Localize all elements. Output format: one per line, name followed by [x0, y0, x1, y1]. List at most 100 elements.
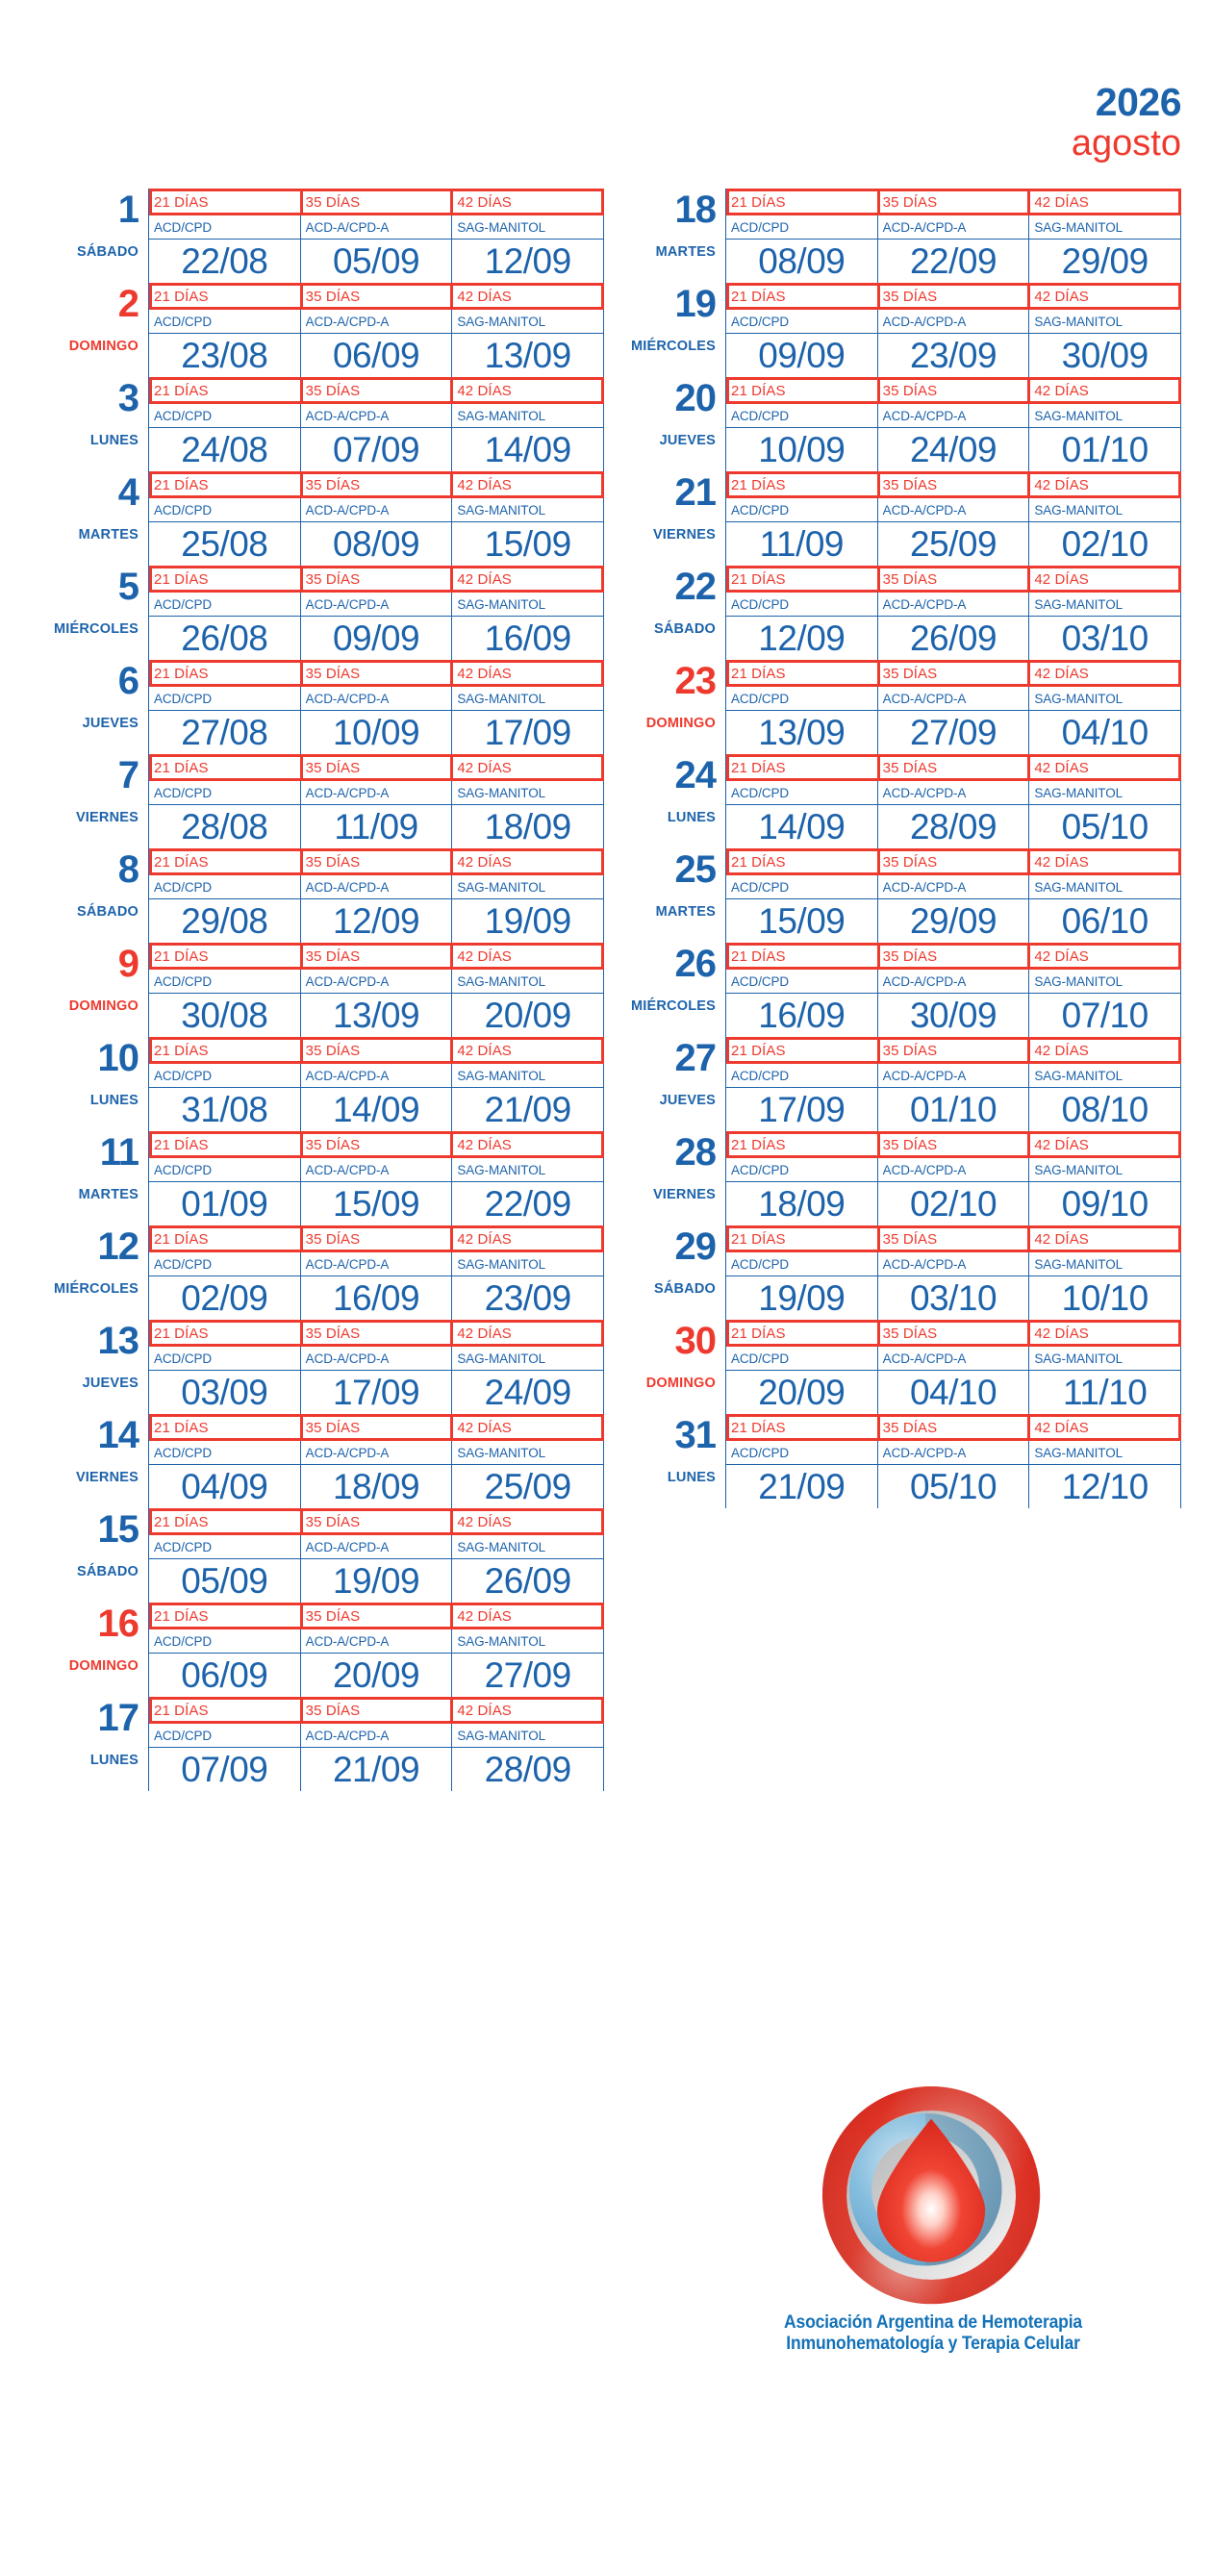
day-row[interactable]: 30 DOMINGO 21 DÍAS ACD/CPD 20/09 35 DÍAS ACD-A…	[618, 1320, 1182, 1414]
expiry-cell[interactable]: 21 DÍAS ACD/CPD 12/09	[726, 566, 878, 660]
expiry-cell[interactable]: 35 DÍAS ACD-A/CPD-A 10/09	[300, 660, 453, 754]
expiry-cell[interactable]: 42 DÍAS SAG-MANITOL 03/10	[1029, 566, 1182, 660]
day-row[interactable]: 2 DOMINGO 21 DÍAS ACD/CPD 23/08 35 DÍAS ACD-A/…	[31, 283, 605, 377]
day-row[interactable]: 22 SÁBADO 21 DÍAS ACD/CPD 12/09 35 DÍAS ACD-A/…	[618, 566, 1182, 660]
expiry-cell[interactable]: 21 DÍAS ACD/CPD 08/09	[726, 189, 878, 283]
day-row[interactable]: 10 LUNES 21 DÍAS ACD/CPD 31/08 35 DÍAS ACD-A/C…	[31, 1037, 605, 1131]
expiry-cell[interactable]: 35 DÍAS ACD-A/CPD-A 23/09	[877, 283, 1030, 377]
expiry-cell[interactable]: 21 DÍAS ACD/CPD 14/09	[726, 754, 878, 848]
expiry-cell[interactable]: 42 DÍAS SAG-MANITOL 22/09	[452, 1131, 605, 1225]
expiry-cell[interactable]: 42 DÍAS SAG-MANITOL 25/09	[452, 1414, 605, 1508]
expiry-cell[interactable]: 42 DÍAS SAG-MANITOL 27/09	[452, 1603, 605, 1697]
day-row[interactable]: 23 DOMINGO 21 DÍAS ACD/CPD 13/09 35 DÍAS ACD-A…	[618, 660, 1182, 754]
expiry-cell[interactable]: 35 DÍAS ACD-A/CPD-A 08/09	[300, 471, 453, 566]
day-row[interactable]: 29 SÁBADO 21 DÍAS ACD/CPD 19/09 35 DÍAS ACD-A/…	[618, 1225, 1182, 1320]
expiry-cell[interactable]: 42 DÍAS SAG-MANITOL 06/10	[1029, 848, 1182, 943]
expiry-cell[interactable]: 35 DÍAS ACD-A/CPD-A 25/09	[877, 471, 1030, 566]
expiry-cell[interactable]: 35 DÍAS ACD-A/CPD-A 24/09	[877, 377, 1030, 471]
expiry-cell[interactable]: 21 DÍAS ACD/CPD 04/09	[149, 1414, 301, 1508]
day-row[interactable]: 24 LUNES 21 DÍAS ACD/CPD 14/09 35 DÍAS ACD-A/C…	[618, 754, 1182, 848]
day-row[interactable]: 13 JUEVES 21 DÍAS ACD/CPD 03/09 35 DÍAS ACD-A/…	[31, 1320, 605, 1414]
day-row[interactable]: 17 LUNES 21 DÍAS ACD/CPD 07/09 35 DÍAS ACD-A/C…	[31, 1697, 605, 1791]
expiry-cell[interactable]: 35 DÍAS ACD-A/CPD-A 04/10	[877, 1320, 1030, 1414]
expiry-cell[interactable]: 21 DÍAS ACD/CPD 11/09	[726, 471, 878, 566]
expiry-cell[interactable]: 42 DÍAS SAG-MANITOL 16/09	[452, 566, 605, 660]
day-row[interactable]: 28 VIERNES 21 DÍAS ACD/CPD 18/09 35 DÍAS ACD-A…	[618, 1131, 1182, 1225]
expiry-cell[interactable]: 42 DÍAS SAG-MANITOL 10/10	[1029, 1225, 1182, 1320]
day-row[interactable]: 15 SÁBADO 21 DÍAS ACD/CPD 05/09 35 DÍAS ACD-A/…	[31, 1508, 605, 1603]
expiry-cell[interactable]: 21 DÍAS ACD/CPD 15/09	[726, 848, 878, 943]
expiry-cell[interactable]: 42 DÍAS SAG-MANITOL 19/09	[452, 848, 605, 943]
expiry-cell[interactable]: 42 DÍAS SAG-MANITOL 21/09	[452, 1037, 605, 1131]
day-row[interactable]: 19 MIÉRCOLES 21 DÍAS ACD/CPD 09/09 35 DÍAS ACD…	[618, 283, 1182, 377]
expiry-cell[interactable]: 21 DÍAS ACD/CPD 03/09	[149, 1320, 301, 1414]
day-row[interactable]: 4 MARTES 21 DÍAS ACD/CPD 25/08 35 DÍAS ACD-A/C…	[31, 471, 605, 566]
expiry-cell[interactable]: 42 DÍAS SAG-MANITOL 28/09	[452, 1697, 605, 1791]
expiry-cell[interactable]: 42 DÍAS SAG-MANITOL 13/09	[452, 283, 605, 377]
expiry-cell[interactable]: 35 DÍAS ACD-A/CPD-A 17/09	[300, 1320, 453, 1414]
expiry-cell[interactable]: 21 DÍAS ACD/CPD 09/09	[726, 283, 878, 377]
expiry-cell[interactable]: 42 DÍAS SAG-MANITOL 07/10	[1029, 943, 1182, 1037]
expiry-cell[interactable]: 42 DÍAS SAG-MANITOL 01/10	[1029, 377, 1182, 471]
expiry-cell[interactable]: 42 DÍAS SAG-MANITOL 23/09	[452, 1225, 605, 1320]
expiry-cell[interactable]: 42 DÍAS SAG-MANITOL 09/10	[1029, 1131, 1182, 1225]
expiry-cell[interactable]: 35 DÍAS ACD-A/CPD-A 02/10	[877, 1131, 1030, 1225]
expiry-cell[interactable]: 42 DÍAS SAG-MANITOL 02/10	[1029, 471, 1182, 566]
day-row[interactable]: 3 LUNES 21 DÍAS ACD/CPD 24/08 35 DÍAS ACD-A/CP…	[31, 377, 605, 471]
expiry-cell[interactable]: 42 DÍAS SAG-MANITOL 20/09	[452, 943, 605, 1037]
expiry-cell[interactable]: 21 DÍAS ACD/CPD 19/09	[726, 1225, 878, 1320]
expiry-cell[interactable]: 21 DÍAS ACD/CPD 18/09	[726, 1131, 878, 1225]
expiry-cell[interactable]: 21 DÍAS ACD/CPD 23/08	[149, 283, 301, 377]
expiry-cell[interactable]: 21 DÍAS ACD/CPD 01/09	[149, 1131, 301, 1225]
expiry-cell[interactable]: 42 DÍAS SAG-MANITOL 05/10	[1029, 754, 1182, 848]
expiry-cell[interactable]: 21 DÍAS ACD/CPD 27/08	[149, 660, 301, 754]
expiry-cell[interactable]: 42 DÍAS SAG-MANITOL 30/09	[1029, 283, 1182, 377]
day-row[interactable]: 12 MIÉRCOLES 21 DÍAS ACD/CPD 02/09 35 DÍAS ACD…	[31, 1225, 605, 1320]
expiry-cell[interactable]: 21 DÍAS ACD/CPD 29/08	[149, 848, 301, 943]
expiry-cell[interactable]: 35 DÍAS ACD-A/CPD-A 27/09	[877, 660, 1030, 754]
expiry-cell[interactable]: 42 DÍAS SAG-MANITOL 04/10	[1029, 660, 1182, 754]
expiry-cell[interactable]: 35 DÍAS ACD-A/CPD-A 29/09	[877, 848, 1030, 943]
expiry-cell[interactable]: 42 DÍAS SAG-MANITOL 17/09	[452, 660, 605, 754]
day-row[interactable]: 31 LUNES 21 DÍAS ACD/CPD 21/09 35 DÍAS ACD-A/C…	[618, 1414, 1182, 1508]
expiry-cell[interactable]: 21 DÍAS ACD/CPD 25/08	[149, 471, 301, 566]
day-row[interactable]: 8 SÁBADO 21 DÍAS ACD/CPD 29/08 35 DÍAS ACD-A/C…	[31, 848, 605, 943]
day-row[interactable]: 27 JUEVES 21 DÍAS ACD/CPD 17/09 35 DÍAS ACD-A/…	[618, 1037, 1182, 1131]
expiry-cell[interactable]: 21 DÍAS ACD/CPD 16/09	[726, 943, 878, 1037]
expiry-cell[interactable]: 21 DÍAS ACD/CPD 24/08	[149, 377, 301, 471]
expiry-cell[interactable]: 35 DÍAS ACD-A/CPD-A 12/09	[300, 848, 453, 943]
expiry-cell[interactable]: 35 DÍAS ACD-A/CPD-A 15/09	[300, 1131, 453, 1225]
expiry-cell[interactable]: 42 DÍAS SAG-MANITOL 15/09	[452, 471, 605, 566]
expiry-cell[interactable]: 35 DÍAS ACD-A/CPD-A 06/09	[300, 283, 453, 377]
day-row[interactable]: 26 MIÉRCOLES 21 DÍAS ACD/CPD 16/09 35 DÍAS ACD…	[618, 943, 1182, 1037]
expiry-cell[interactable]: 35 DÍAS ACD-A/CPD-A 26/09	[877, 566, 1030, 660]
expiry-cell[interactable]: 21 DÍAS ACD/CPD 13/09	[726, 660, 878, 754]
expiry-cell[interactable]: 42 DÍAS SAG-MANITOL 26/09	[452, 1508, 605, 1603]
expiry-cell[interactable]: 42 DÍAS SAG-MANITOL 18/09	[452, 754, 605, 848]
expiry-cell[interactable]: 35 DÍAS ACD-A/CPD-A 19/09	[300, 1508, 453, 1603]
expiry-cell[interactable]: 42 DÍAS SAG-MANITOL 12/10	[1029, 1414, 1182, 1508]
day-row[interactable]: 6 JUEVES 21 DÍAS ACD/CPD 27/08 35 DÍAS ACD-A/C…	[31, 660, 605, 754]
expiry-cell[interactable]: 35 DÍAS ACD-A/CPD-A 05/09	[300, 189, 453, 283]
day-row[interactable]: 14 VIERNES 21 DÍAS ACD/CPD 04/09 35 DÍAS ACD-A…	[31, 1414, 605, 1508]
expiry-cell[interactable]: 21 DÍAS ACD/CPD 22/08	[149, 189, 301, 283]
expiry-cell[interactable]: 35 DÍAS ACD-A/CPD-A 03/10	[877, 1225, 1030, 1320]
day-row[interactable]: 21 VIERNES 21 DÍAS ACD/CPD 11/09 35 DÍAS ACD-A…	[618, 471, 1182, 566]
expiry-cell[interactable]: 21 DÍAS ACD/CPD 05/09	[149, 1508, 301, 1603]
expiry-cell[interactable]: 42 DÍAS SAG-MANITOL 12/09	[452, 189, 605, 283]
expiry-cell[interactable]: 21 DÍAS ACD/CPD 02/09	[149, 1225, 301, 1320]
expiry-cell[interactable]: 42 DÍAS SAG-MANITOL 11/10	[1029, 1320, 1182, 1414]
expiry-cell[interactable]: 35 DÍAS ACD-A/CPD-A 01/10	[877, 1037, 1030, 1131]
expiry-cell[interactable]: 35 DÍAS ACD-A/CPD-A 21/09	[300, 1697, 453, 1791]
expiry-cell[interactable]: 35 DÍAS ACD-A/CPD-A 09/09	[300, 566, 453, 660]
expiry-cell[interactable]: 35 DÍAS ACD-A/CPD-A 28/09	[877, 754, 1030, 848]
expiry-cell[interactable]: 21 DÍAS ACD/CPD 07/09	[149, 1697, 301, 1791]
expiry-cell[interactable]: 35 DÍAS ACD-A/CPD-A 05/10	[877, 1414, 1030, 1508]
day-row[interactable]: 7 VIERNES 21 DÍAS ACD/CPD 28/08 35 DÍAS ACD-A/…	[31, 754, 605, 848]
expiry-cell[interactable]: 21 DÍAS ACD/CPD 31/08	[149, 1037, 301, 1131]
expiry-cell[interactable]: 35 DÍAS ACD-A/CPD-A 20/09	[300, 1603, 453, 1697]
expiry-cell[interactable]: 35 DÍAS ACD-A/CPD-A 16/09	[300, 1225, 453, 1320]
expiry-cell[interactable]: 42 DÍAS SAG-MANITOL 08/10	[1029, 1037, 1182, 1131]
expiry-cell[interactable]: 35 DÍAS ACD-A/CPD-A 30/09	[877, 943, 1030, 1037]
day-row[interactable]: 20 JUEVES 21 DÍAS ACD/CPD 10/09 35 DÍAS ACD-A/…	[618, 377, 1182, 471]
